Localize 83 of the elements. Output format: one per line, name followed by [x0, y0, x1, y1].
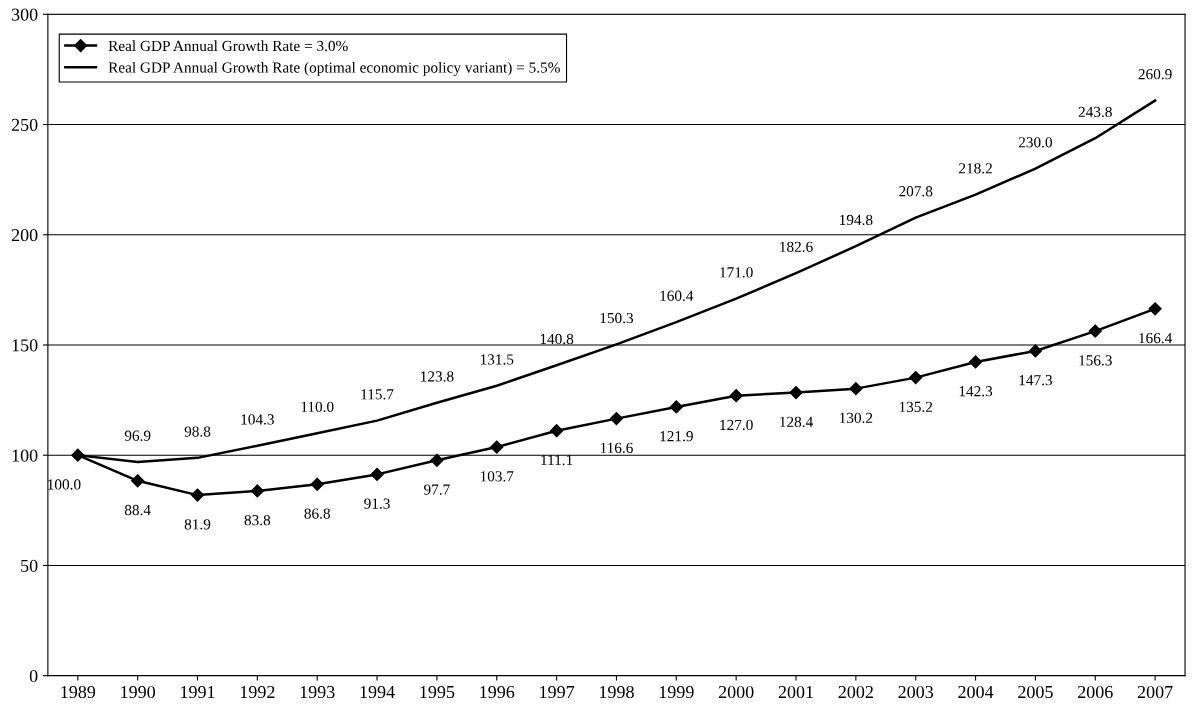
point — [250, 484, 264, 498]
x-tick-label: 1995 — [420, 685, 455, 699]
data-label: 156.3 — [1079, 355, 1112, 366]
x-tick-label: 1999 — [659, 685, 694, 699]
point — [370, 467, 384, 481]
data-label: 142.3 — [959, 386, 993, 397]
x-tick-label: 2007 — [1137, 685, 1173, 699]
x-tick-label: 2006 — [1077, 685, 1113, 699]
data-label: 160.4 — [660, 290, 694, 301]
point — [789, 386, 803, 400]
data-label: 128.4 — [780, 416, 813, 428]
data-label: 171.0 — [720, 267, 753, 278]
point — [310, 477, 324, 491]
point — [190, 488, 205, 502]
x-tick-label: 1989 — [61, 685, 96, 699]
data-label: 123.8 — [421, 371, 454, 382]
data-label: 243.8 — [1078, 106, 1112, 118]
x-tick-label: 1996 — [480, 685, 515, 699]
point — [490, 440, 504, 454]
point — [131, 474, 145, 488]
x-tick-label: 1997 — [540, 685, 575, 699]
point — [849, 382, 863, 396]
y-tick-label: 300 — [11, 8, 38, 21]
data-label: 98.8 — [184, 426, 211, 437]
y-tick-label: 150 — [12, 339, 38, 352]
data-label: 150.3 — [600, 312, 634, 324]
data-label: 116.6 — [600, 442, 633, 454]
data-label: 140.8 — [540, 333, 574, 345]
x-tick-label: 1993 — [300, 685, 335, 699]
data-label: 88.4 — [124, 504, 151, 516]
data-label: 130.2 — [840, 412, 873, 424]
x-tick-label: 2005 — [1018, 685, 1053, 699]
x-tick-label: 1994 — [360, 685, 395, 699]
y-tick-label: 250 — [11, 118, 38, 131]
data-label: 86.8 — [304, 508, 330, 519]
x-tick-label: 1998 — [599, 685, 634, 699]
y-tick-label: 100 — [12, 449, 38, 462]
data-label: 194.8 — [840, 214, 873, 226]
data-label: 103.7 — [480, 471, 514, 482]
data-label: 207.8 — [899, 186, 933, 197]
point — [909, 371, 923, 385]
y-tick-label: 0 — [29, 669, 38, 683]
data-label: 166.4 — [1139, 332, 1173, 344]
point — [550, 424, 564, 438]
point — [1148, 302, 1162, 316]
x-tick-label: 1992 — [240, 685, 275, 699]
data-label: 260.9 — [1138, 69, 1172, 80]
data-label: 97.7 — [424, 484, 450, 495]
data-label: 127.0 — [720, 419, 753, 431]
data-label: 135.2 — [899, 401, 933, 413]
x-tick-label: 1990 — [121, 685, 156, 699]
point — [968, 355, 983, 369]
point — [729, 389, 743, 403]
point — [1088, 324, 1102, 338]
x-tick-label: 2003 — [898, 685, 934, 699]
x-tick-label: 1991 — [181, 685, 215, 699]
x-tick-label: 2002 — [838, 685, 873, 699]
data-label: 83.8 — [244, 515, 271, 526]
data-label: 115.7 — [361, 389, 394, 400]
data-label: 131.5 — [480, 354, 514, 365]
data-label: 147.3 — [1019, 375, 1052, 386]
data-label: 121.9 — [660, 431, 693, 442]
x-tick-label: 2004 — [958, 685, 994, 699]
data-label: 91.3 — [364, 498, 390, 509]
point — [669, 400, 683, 414]
data-label: 100.0 — [48, 479, 81, 490]
legend-label: Real GDP Annual Growth Rate = 3.0% — [108, 40, 348, 52]
point — [430, 453, 444, 467]
point — [1028, 344, 1042, 358]
point — [609, 412, 624, 426]
x-tick-label: 2000 — [718, 685, 754, 699]
data-label: 111.1 — [541, 454, 573, 466]
data-label: 96.9 — [124, 430, 151, 441]
data-label: 230.0 — [1018, 137, 1053, 148]
data-label: 218.2 — [959, 163, 992, 174]
data-label: 81.9 — [184, 519, 211, 530]
data-label: 104.3 — [241, 414, 274, 425]
legend-label: Real GDP Annual Growth Rate (optimal economic policy variant) = 5.5% — [108, 61, 560, 76]
data-label: 182.6 — [780, 241, 813, 253]
x-tick-label: 2001 — [778, 685, 813, 699]
y-tick-label: 50 — [21, 559, 38, 572]
data-label: 110.0 — [301, 401, 334, 413]
y-tick-label: 200 — [11, 229, 38, 242]
